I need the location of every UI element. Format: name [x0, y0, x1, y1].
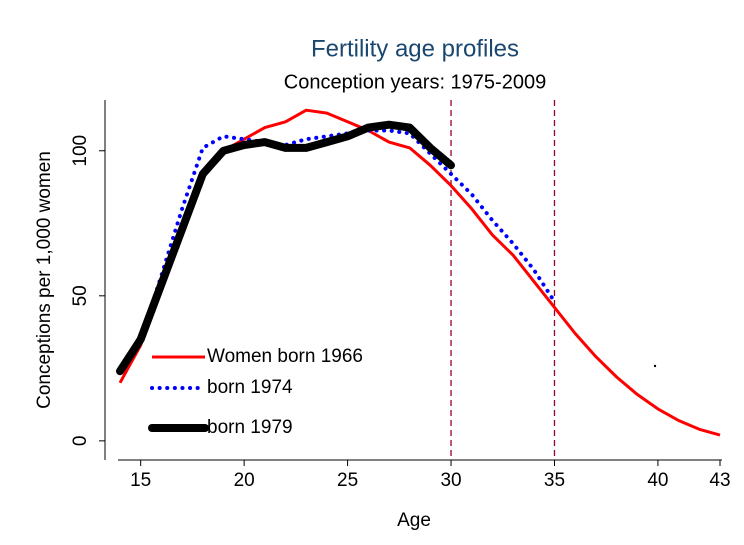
x-tick-label: 20 — [234, 470, 255, 491]
chart-title: Fertility age profiles — [311, 35, 519, 62]
series-line — [118, 128, 557, 374]
chart-subtitle: Conception years: 1975-2009 — [284, 71, 546, 93]
y-tick-label: 100 — [70, 135, 91, 167]
x-tick-label: 40 — [647, 470, 668, 491]
stray-dot — [653, 364, 657, 368]
x-tick-label: 35 — [544, 470, 565, 491]
legend-label: born 1974 — [207, 377, 293, 398]
x-axis-label: Age — [397, 510, 431, 531]
x-tick-label: 25 — [337, 470, 358, 491]
x-tick-label: 43 — [709, 470, 730, 491]
series-line — [116, 120, 455, 376]
y-tick-label: 0 — [70, 436, 91, 447]
x-tick-label: 30 — [440, 470, 461, 491]
legend-label: Women born 1966 — [207, 346, 363, 367]
legend-label: born 1979 — [207, 417, 293, 438]
y-tick-label: 50 — [70, 285, 91, 306]
x-tick-label: 15 — [130, 470, 151, 491]
y-axis-label: Conceptions per 1,000 women — [34, 151, 55, 409]
